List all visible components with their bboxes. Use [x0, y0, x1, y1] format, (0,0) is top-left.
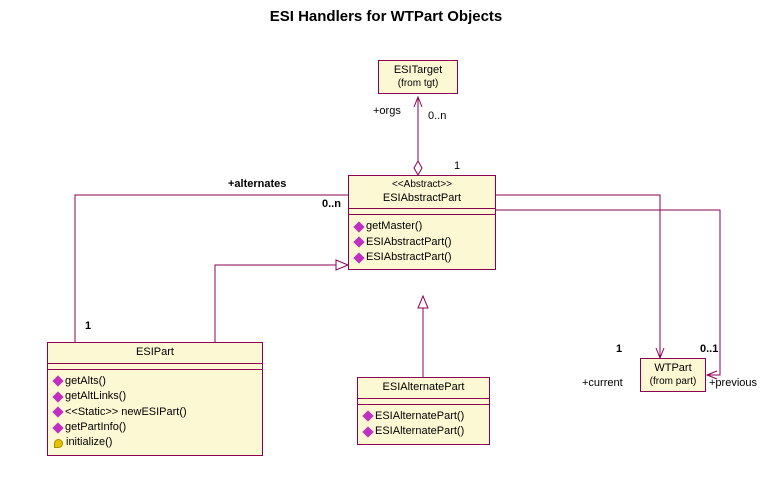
op-text: <<Static>> newESIPart() [65, 405, 187, 420]
op-icon [353, 237, 364, 248]
op-item: getPartInfo() [54, 420, 256, 435]
stereotype: <<Abstract>> [355, 179, 489, 192]
class-esitarget: ESITarget (from tgt) [378, 60, 458, 94]
label-alt-1: 1 [85, 320, 91, 332]
class-name: WTPart [647, 362, 699, 376]
op-text: ESIAbstractPart() [366, 235, 452, 250]
op-item: initialize() [54, 435, 256, 450]
op-item: getMaster() [355, 219, 489, 234]
op-item: <<Static>> newESIPart() [54, 405, 256, 420]
class-name: ESIPart [54, 346, 256, 360]
key-icon [54, 439, 63, 448]
op-icon [52, 422, 63, 433]
diagram-title: ESI Handlers for WTPart Objects [0, 8, 772, 25]
op-icon [52, 391, 63, 402]
op-icon [52, 407, 63, 418]
label-agg-one: 1 [454, 160, 460, 172]
class-sub: (from part) [647, 376, 699, 389]
op-text: getAlts() [65, 374, 106, 389]
op-text: ESIAlternatePart() [375, 409, 464, 424]
op-text: getMaster() [366, 219, 422, 234]
gen-esipart-abstract [215, 265, 348, 342]
ops-list: getMaster() ESIAbstractPart() ESIAbstrac… [349, 215, 495, 269]
label-previous: +previous [709, 377, 757, 389]
op-item: ESIAbstractPart() [355, 235, 489, 250]
op-item: getAlts() [54, 374, 256, 389]
label-current-mult: 1 [616, 343, 622, 355]
op-icon [362, 426, 373, 437]
label-alternates: +alternates [228, 178, 286, 190]
class-name: ESIAbstractPart [355, 192, 489, 206]
class-esialternatepart: ESIAlternatePart ESIAlternatePart() ESIA… [357, 377, 490, 445]
op-icon [52, 376, 63, 387]
label-current: +current [582, 377, 623, 389]
class-sub: (from tgt) [385, 78, 451, 91]
label-orgs: +orgs [373, 105, 401, 117]
ops-list: getAlts() getAltLinks() <<Static>> newES… [48, 370, 262, 455]
class-wtpart: WTPart (from part) [640, 358, 706, 392]
op-text: ESIAbstractPart() [366, 250, 452, 265]
op-text: initialize() [66, 435, 112, 450]
op-text: getPartInfo() [65, 420, 126, 435]
assoc-previous [496, 210, 720, 375]
assoc-alternates [75, 195, 348, 342]
op-text: getAltLinks() [65, 389, 126, 404]
op-icon [353, 252, 364, 263]
class-esiabstractpart: <<Abstract>> ESIAbstractPart getMaster()… [348, 175, 496, 270]
op-text: ESIAlternatePart() [375, 424, 464, 439]
label-alt-n: 0..n [322, 198, 341, 210]
class-name: ESITarget [385, 64, 451, 78]
class-name: ESIAlternatePart [364, 381, 483, 395]
label-orgs-mult: 0..n [428, 110, 446, 122]
op-item: ESIAlternatePart() [364, 424, 483, 439]
op-icon [362, 411, 373, 422]
op-item: ESIAlternatePart() [364, 409, 483, 424]
label-previous-mult: 0..1 [700, 343, 718, 355]
op-item: ESIAbstractPart() [355, 250, 489, 265]
op-item: getAltLinks() [54, 389, 256, 404]
op-icon [353, 221, 364, 232]
ops-list: ESIAlternatePart() ESIAlternatePart() [358, 405, 489, 444]
class-esipart: ESIPart getAlts() getAltLinks() <<Static… [47, 342, 263, 456]
assoc-current [496, 195, 660, 358]
